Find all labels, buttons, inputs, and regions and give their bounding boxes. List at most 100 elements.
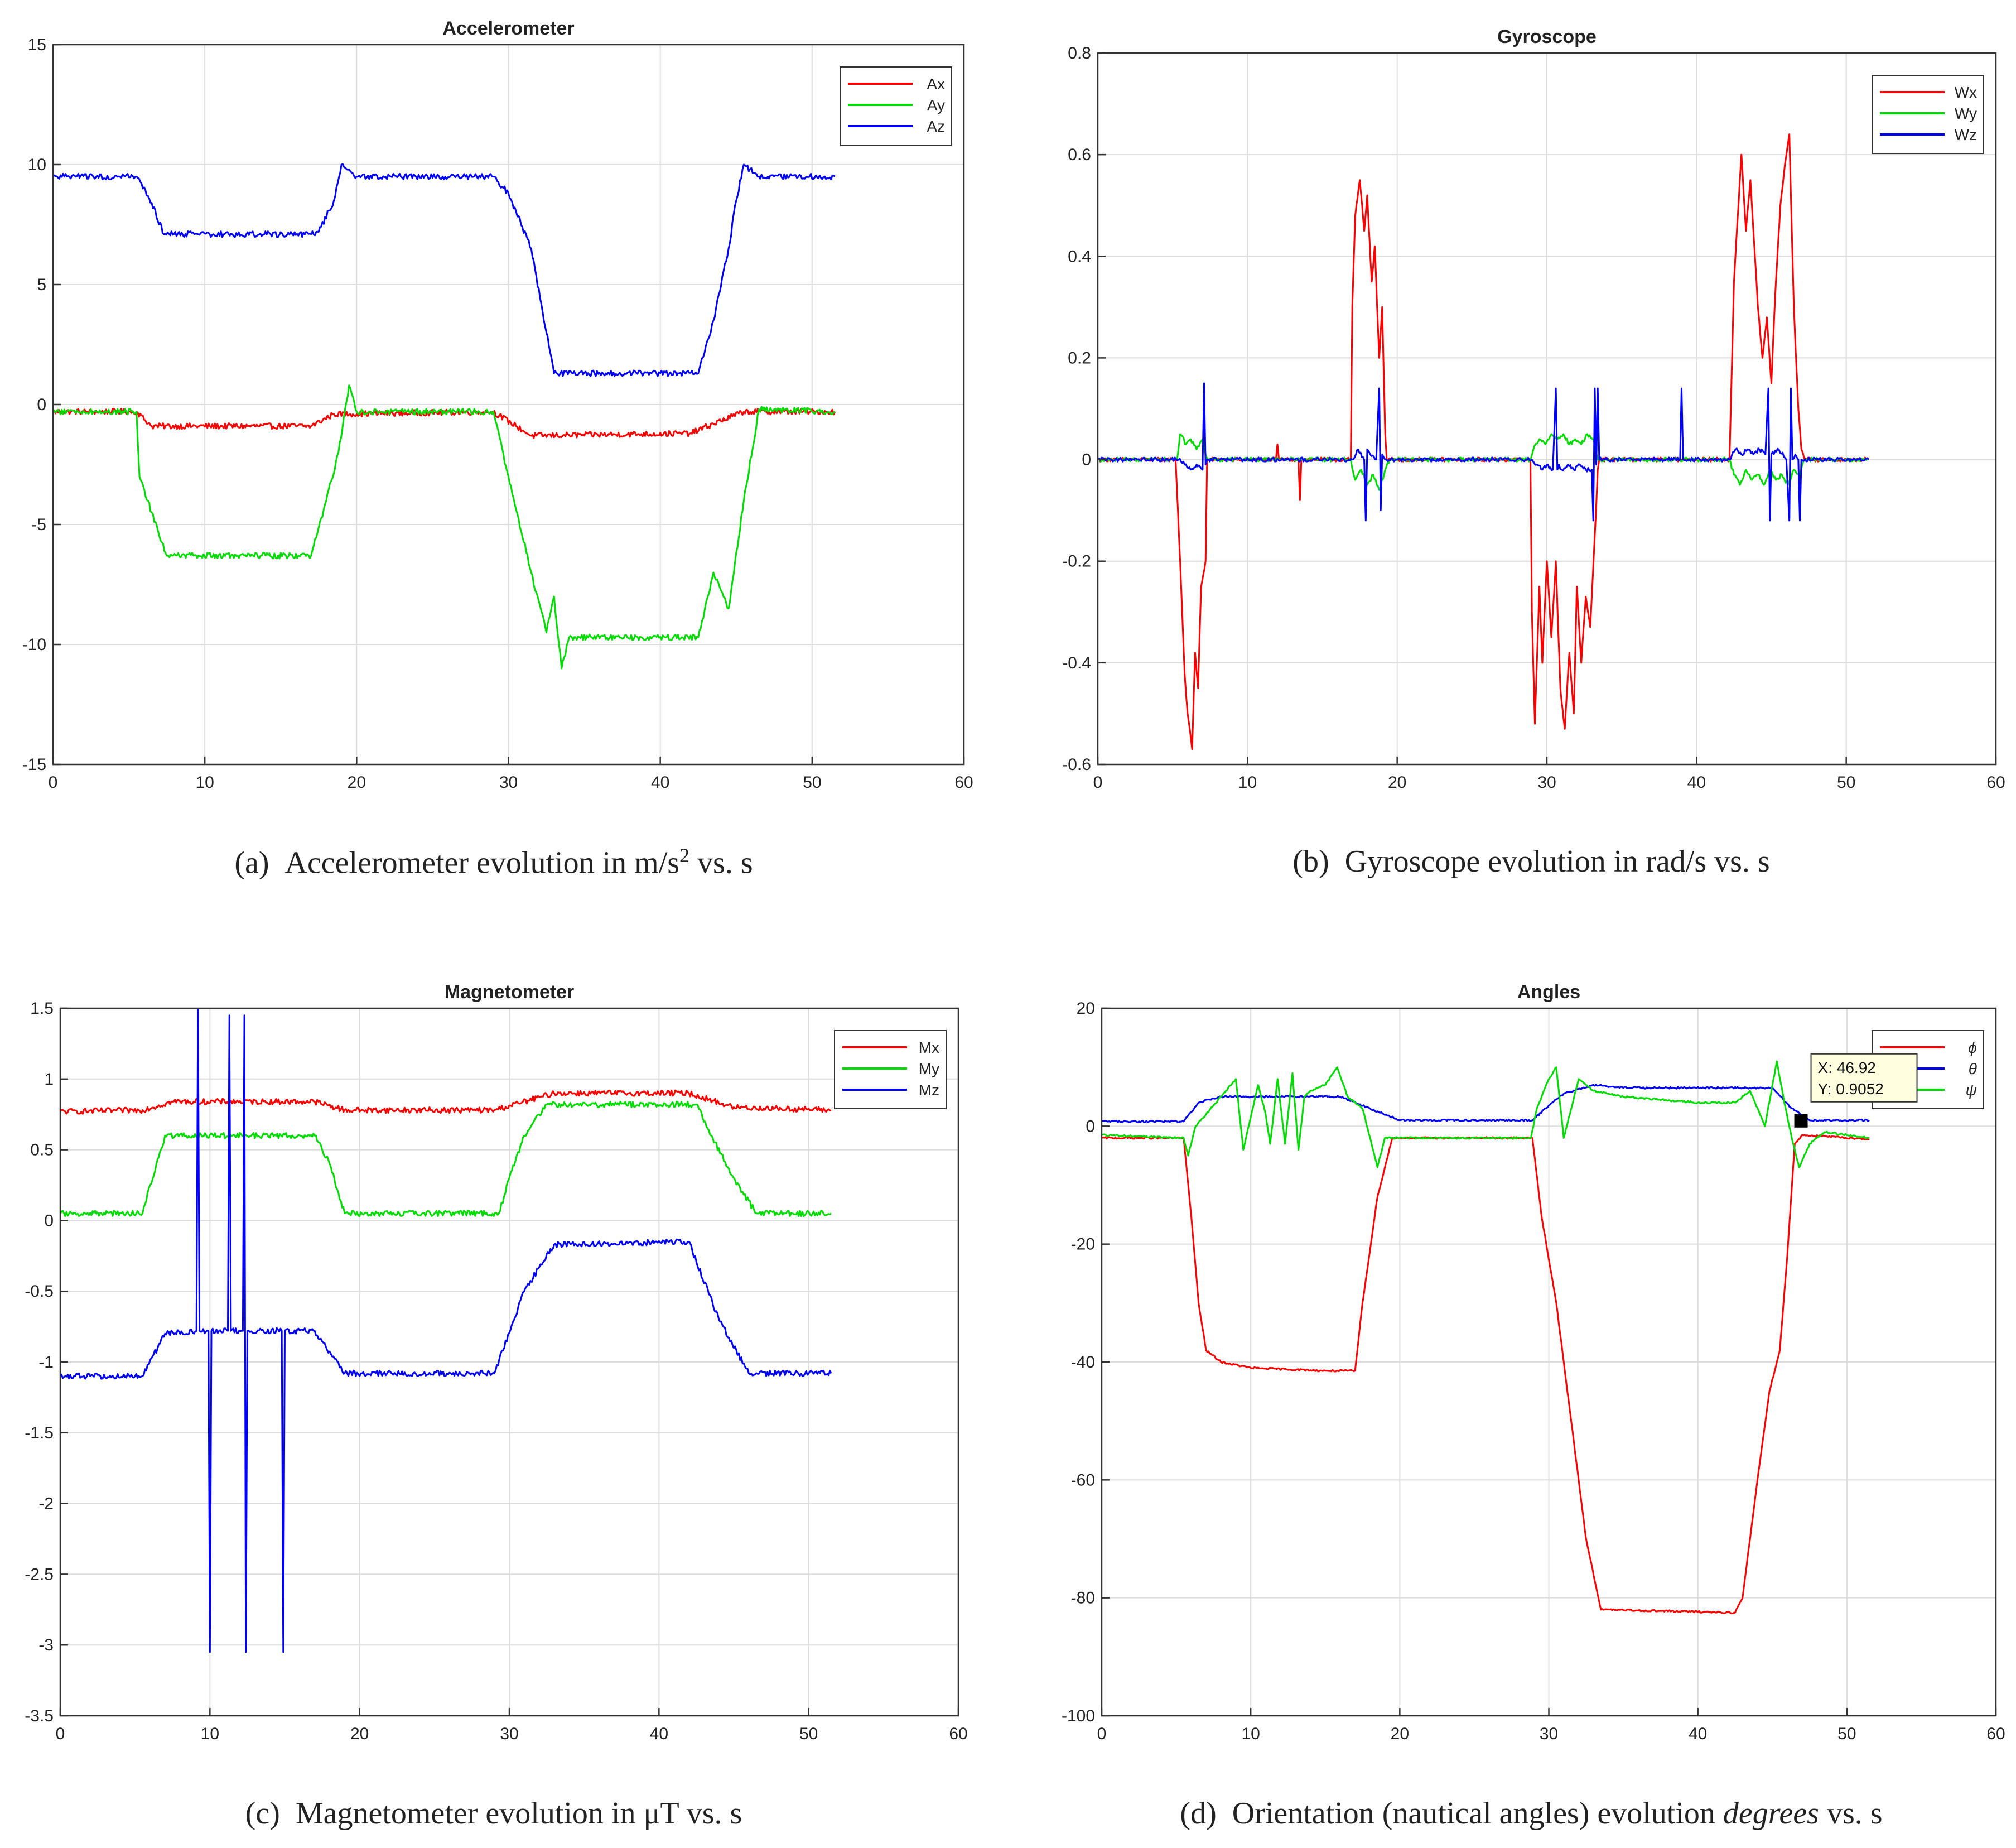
caption-c-text: Magnetometer evolution in μT vs. s [295,1796,742,1831]
gyro-ytick-label: 0.2 [1068,349,1091,367]
caption-d-label: (d) [1180,1796,1217,1831]
gyro-chart: 0 10 20 30 40 50 60 -0.6 -0.4 -0.2 0 0.2 0.4 0.6 0.8 Gy… [1062,26,2005,792]
acc-xtick-label: 40 [651,773,669,792]
acc-ytick-label: 10 [28,156,46,174]
mag-xtick-label: 30 [500,1725,518,1743]
acc-legend-label-3: Az [927,118,945,135]
mag-title: Magnetometer [445,981,574,1003]
mag-series-1 [60,1089,832,1115]
gyro-ytick-label: -0.4 [1062,654,1091,672]
mag-ytick-label: -2.5 [25,1565,54,1584]
acc-title: Accelerometer [442,18,574,39]
caption-a-text: Accelerometer evolution in m/s [284,845,680,880]
caption-d-italic: degrees [1723,1796,1819,1831]
angles-ytick-label: -20 [1071,1235,1095,1254]
mag-ytick-label: -1 [38,1353,54,1371]
acc-xtick-label: 50 [803,773,821,792]
acc-ytick-label: -5 [31,516,46,534]
gyro-xtick-label: 10 [1238,773,1257,792]
angles-series-3 [1102,1060,1870,1168]
mag-ytick-label: -1.5 [25,1424,54,1442]
caption-a-post: vs. s [689,845,753,880]
angles-ytick-label: -40 [1071,1353,1095,1371]
datatip-x: X: 46.92 [1818,1059,1876,1076]
angles-xtick-label: 0 [1097,1725,1107,1743]
datatip-marker[interactable] [1794,1114,1808,1128]
angles-legend-label-3: ψ [1966,1081,1977,1099]
angles-ytick-label: -80 [1071,1589,1095,1608]
acc-ytick-label: 15 [28,36,46,54]
caption-a-sup: 2 [679,844,690,867]
gyro-xtick-label: 50 [1837,773,1855,792]
mag-xtick-label: 60 [949,1725,967,1743]
gyro-ytick-label: 0.6 [1068,146,1091,164]
angles-title: Angles [1517,981,1580,1003]
gyro-legend: Wx Wy Wz [1872,75,1984,154]
acc-xtick-label: 30 [499,773,518,792]
acc-ytick-label: 5 [37,276,46,294]
gyro-ytick-label: 0.8 [1068,44,1091,62]
caption-b-text: Gyroscope evolution in rad/s vs. s [1344,844,1770,879]
acc-xtick-label: 60 [954,773,973,792]
angles-series-2 [1102,1084,1870,1123]
angles-ytick-label: 0 [1086,1117,1095,1135]
acc-legend-label-1: Ax [927,75,945,93]
angles-ytick-label: -100 [1062,1707,1095,1725]
acc-chart: 0 10 20 30 40 50 60 -15 -10 -5 0 5 10 15 Accelerometer… [22,18,973,792]
gyro-legend-label-1: Wx [1955,84,1977,101]
gyro-legend-label-3: Wz [1955,126,1977,143]
mag-legend-label-3: Mz [919,1081,939,1099]
datatip-y: Y: 0.9052 [1818,1080,1884,1098]
angles-legend-label-1: ϕ [1968,1039,1977,1056]
gyro-series-3 [1098,382,1869,522]
mag-ytick-label: 0.5 [30,1141,54,1159]
gyro-xtick-label: 60 [1986,773,2005,792]
angles-xtick-label: 20 [1391,1725,1409,1743]
gyro-ytick-label: 0.4 [1068,247,1091,266]
mag-chart: 0 10 20 30 40 50 60 -3.5 -3 -2.5 -2 -1.5 -1 -0.5 0 0.5 1… [25,981,967,1743]
mag-legend: Mx My Mz [834,1030,947,1109]
angles-xtick-label: 50 [1837,1725,1856,1743]
angles-xtick-label: 40 [1689,1725,1707,1743]
mag-xtick-label: 20 [350,1725,369,1743]
angles-xtick-label: 60 [1986,1725,2005,1743]
gyro-title: Gyroscope [1497,26,1597,47]
mag-legend-label-1: Mx [919,1039,939,1056]
angles-xtick-label: 30 [1540,1725,1558,1743]
acc-ytick-label: -10 [22,636,46,654]
acc-series-3 [53,163,836,377]
angles-ytick-label: -60 [1071,1471,1095,1489]
mag-ytick-label: -3 [38,1636,54,1654]
mag-ytick-label: 1.5 [30,999,54,1018]
mag-ytick-label: -2 [38,1495,54,1513]
caption-a-label: (a) [234,845,269,880]
angles-xtick-label: 10 [1241,1725,1260,1743]
caption-d: (d) Orientation (nautical angles) evolut… [1180,1796,1882,1831]
caption-b-label: (b) [1292,844,1329,879]
caption-a: (a) Accelerometer evolution in m/s2 vs. … [234,844,753,881]
mag-xtick-label: 50 [799,1725,818,1743]
gyro-xtick-label: 40 [1687,773,1706,792]
acc-legend-label-2: Ay [927,97,945,114]
gyro-xtick-label: 0 [1093,773,1103,792]
acc-legend: Ax Ay Az [840,66,952,146]
gyro-legend-label-2: Wy [1955,105,1977,122]
mag-ytick-label: -0.5 [25,1282,54,1301]
gyro-ytick-label: -0.6 [1062,755,1091,774]
acc-xtick-label: 10 [195,773,214,792]
mag-legend-label-2: My [919,1060,939,1077]
mag-xtick-label: 10 [201,1725,219,1743]
gyro-series-2 [1098,433,1869,491]
caption-c-label: (c) [245,1796,280,1831]
mag-ytick-label: -3.5 [25,1707,54,1725]
acc-ytick-label: 0 [37,396,46,414]
datatip-box [1810,1053,1918,1103]
gyro-ytick-label: 0 [1082,451,1091,469]
gyro-xtick-label: 30 [1537,773,1556,792]
acc-ytick-label: -15 [22,755,46,774]
caption-d-post: vs. s [1819,1796,1883,1831]
mag-ytick-label: 1 [44,1070,54,1089]
angles-ytick-label: 20 [1077,999,1095,1018]
caption-d-text: Orientation (nautical angles) evolution [1232,1796,1723,1831]
angles-chart: 0 10 20 30 40 50 60 -100 -80 -60 -40 -20 0 20 Angles ϕθ… [1062,981,2005,1743]
